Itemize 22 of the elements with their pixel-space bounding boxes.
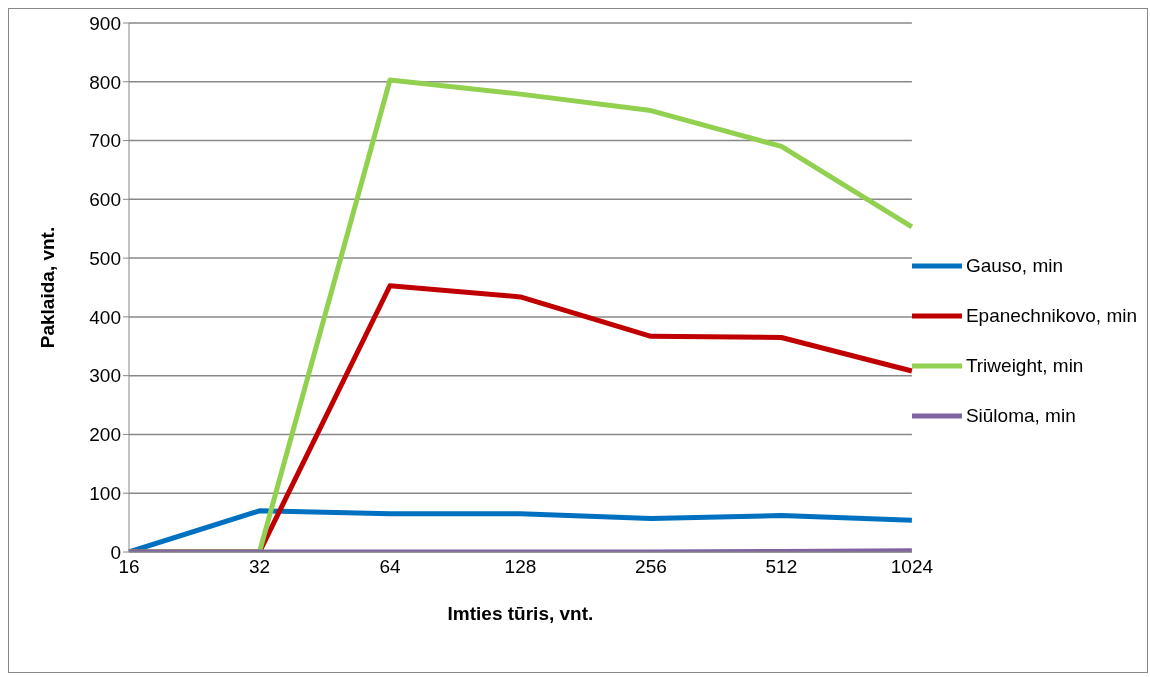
legend-label: Gauso, min bbox=[965, 254, 1064, 277]
x-tick-label: 256 bbox=[635, 556, 667, 578]
y-tick-label: 400 bbox=[89, 306, 121, 328]
legend-label: Siūloma, min bbox=[965, 404, 1076, 427]
x-tick-label: 1024 bbox=[890, 556, 934, 578]
x-tick-label: 512 bbox=[765, 556, 798, 578]
x-axis-title: Imties tūris, vnt. bbox=[447, 603, 594, 624]
y-tick-label: 600 bbox=[89, 189, 121, 211]
legend-label: Triweight, min bbox=[965, 354, 1084, 377]
x-tick-label: 128 bbox=[504, 556, 537, 578]
y-tick-label: 700 bbox=[89, 130, 121, 152]
y-tick-label: 300 bbox=[89, 365, 121, 387]
y-axis-title: Paklaida, vnt. bbox=[36, 226, 58, 349]
x-tick-label: 64 bbox=[379, 556, 401, 578]
y-tick-label: 200 bbox=[89, 424, 121, 446]
y-tick-label: 500 bbox=[89, 247, 121, 269]
legend-label: Epanechnikovo, min bbox=[965, 304, 1137, 327]
x-tick-label: 32 bbox=[248, 556, 271, 578]
y-tick-label: 800 bbox=[89, 71, 121, 93]
y-tick-label: 0 bbox=[110, 541, 121, 563]
y-tick-label: 900 bbox=[89, 12, 121, 34]
y-tick-label: 100 bbox=[89, 482, 121, 504]
